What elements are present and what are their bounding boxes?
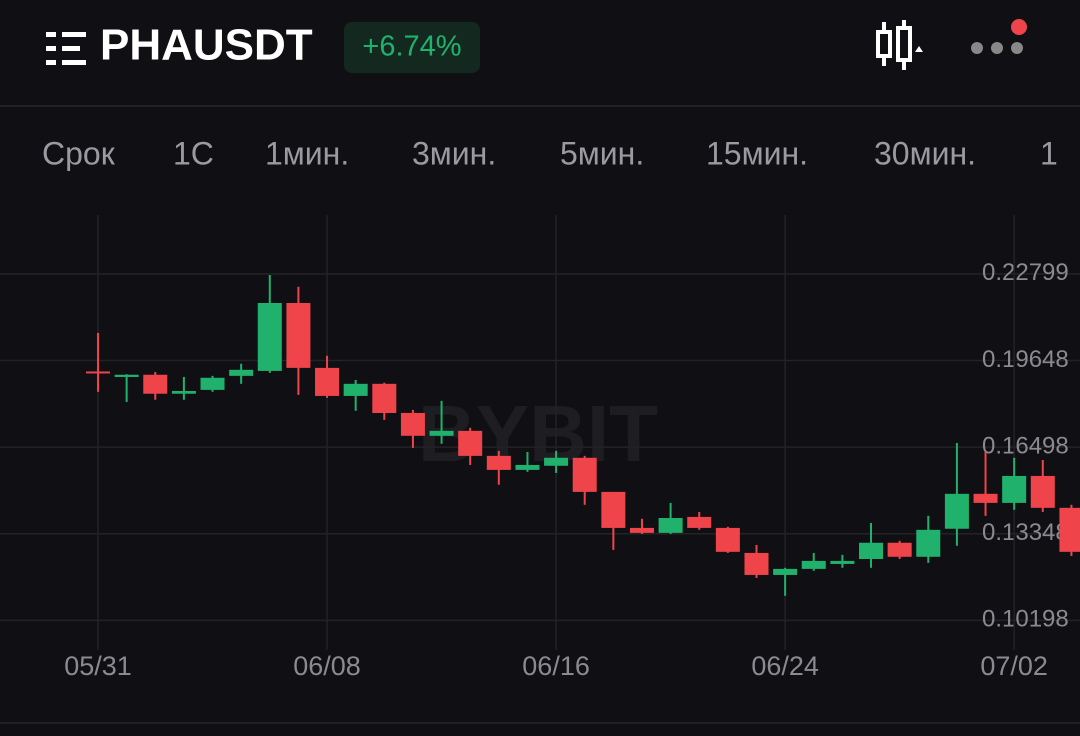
candle-body	[887, 542, 912, 557]
candle-body	[343, 383, 368, 396]
candle-body	[658, 518, 683, 533]
menu-icon[interactable]	[46, 32, 86, 65]
candle-body	[1059, 507, 1080, 552]
candle-body	[1002, 475, 1027, 503]
interval-tab[interactable]: 3мин.	[412, 135, 496, 171]
candle-body	[601, 491, 626, 528]
candle-body	[916, 529, 941, 557]
candle-body	[114, 374, 139, 377]
interval-tab[interactable]: 1мин.	[265, 135, 349, 171]
candle-body	[572, 457, 597, 492]
candle-body	[744, 552, 769, 575]
candle-body	[315, 367, 340, 396]
candle-body	[429, 430, 454, 436]
change: +6.74%	[362, 31, 461, 63]
interval-tab[interactable]: 1С	[173, 135, 214, 171]
x-tick-label: 06/24	[751, 651, 819, 681]
watermark: BYBIT	[418, 389, 658, 478]
x-tick-label: 05/31	[64, 651, 132, 681]
candle-body	[229, 369, 254, 376]
candle-body	[86, 371, 110, 374]
candle-body	[458, 430, 483, 456]
y-tick-label: 0.22799	[982, 259, 1069, 286]
candle-body	[486, 455, 511, 470]
candle-body	[859, 542, 884, 559]
candle-body	[171, 390, 196, 394]
candle-body	[973, 493, 998, 503]
candle-body	[801, 560, 826, 569]
candle-body	[286, 302, 311, 368]
y-tick-label: 0.13348	[982, 519, 1069, 546]
y-tick-label: 0.10198	[982, 606, 1069, 633]
candle-body	[687, 516, 712, 528]
candle-body	[372, 383, 397, 413]
candle-body	[1030, 475, 1055, 508]
x-tick-label: 06/08	[293, 651, 361, 681]
candle-body	[773, 568, 798, 575]
candle-body	[200, 377, 225, 390]
interval-tab[interactable]: 5мин.	[560, 135, 644, 171]
symbol[interactable]: PHAUSDT	[100, 21, 313, 70]
x-tick-label: 06/16	[522, 651, 590, 681]
candle-body	[944, 493, 969, 529]
candle-body	[830, 560, 855, 564]
candle-body	[544, 457, 569, 466]
y-tick-label: 0.19648	[982, 346, 1069, 373]
x-tick-label: 07/02	[980, 651, 1048, 681]
change-badge	[344, 22, 480, 73]
candle-body	[143, 374, 168, 394]
interval-tab[interactable]: 1	[1040, 135, 1058, 171]
y-tick-label: 0.16498	[982, 432, 1069, 459]
candle-body	[400, 412, 425, 436]
chart-type-icon[interactable]	[876, 20, 923, 70]
candle-body	[715, 527, 740, 552]
more-icon[interactable]	[971, 19, 1027, 54]
interval-tab[interactable]: 15мин.	[706, 135, 808, 171]
candle-body	[257, 302, 282, 371]
interval-tab[interactable]: Срок	[42, 135, 116, 171]
interval-tab[interactable]: 30мин.	[874, 135, 976, 171]
candle-body	[515, 464, 540, 470]
candle-body	[629, 527, 654, 533]
